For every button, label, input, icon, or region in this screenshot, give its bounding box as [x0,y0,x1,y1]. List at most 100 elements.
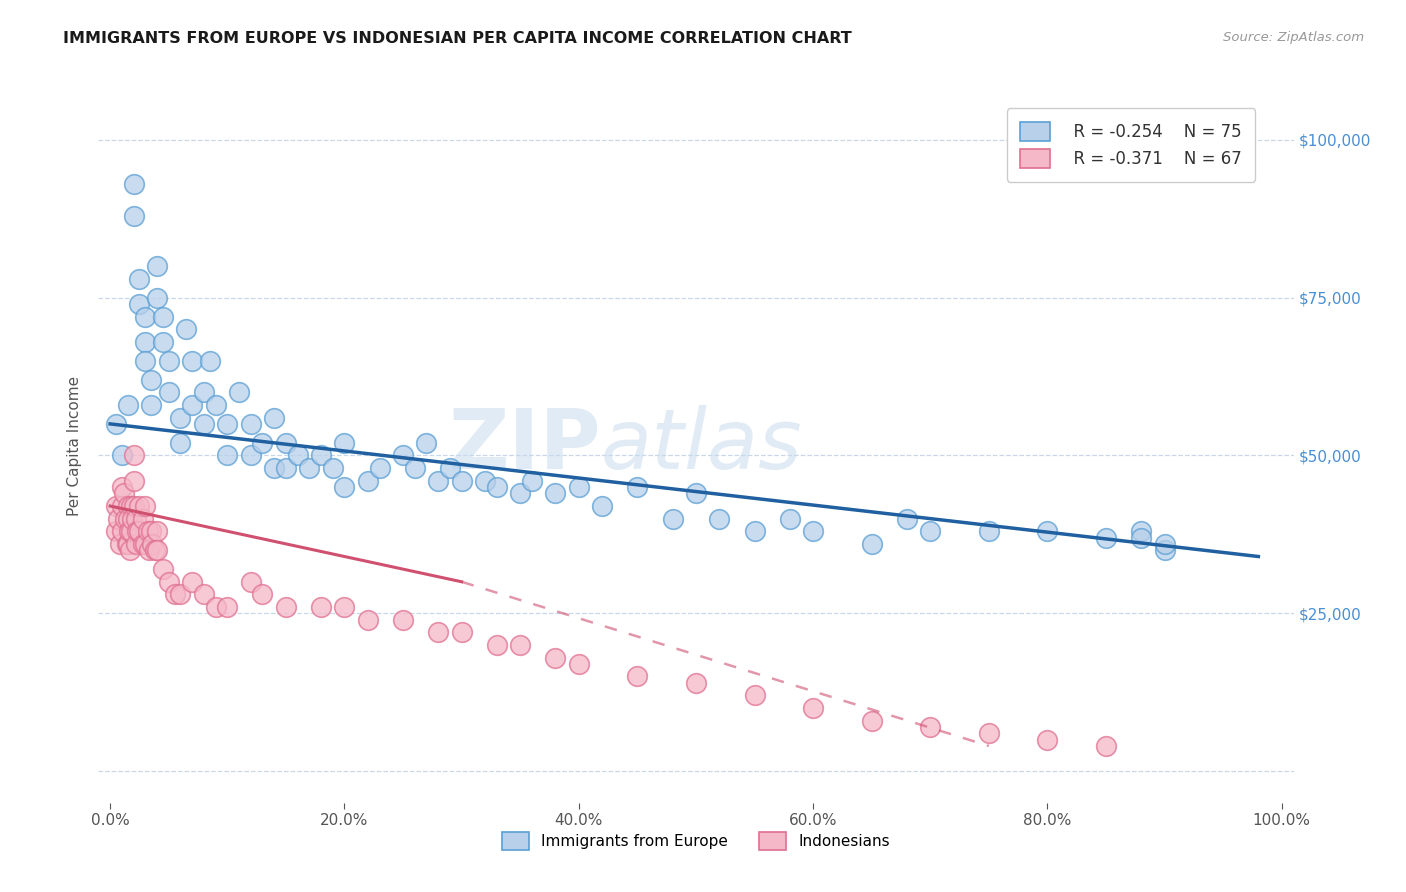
Point [1036,524,1059,539]
Point [920,524,942,539]
Point [141,537,163,551]
Point [169,587,191,601]
Point [146,259,169,273]
Point [368,461,391,475]
Point [120,524,142,539]
Legend: Immigrants from Europe, Indonesians: Immigrants from Europe, Indonesians [495,826,897,855]
Point [427,625,450,640]
Point [450,625,472,640]
Point [274,600,297,615]
Point [544,486,567,500]
Point [274,435,297,450]
Point [169,410,191,425]
Point [217,449,239,463]
Point [136,524,159,539]
Point [111,499,134,513]
Point [181,398,204,412]
Point [157,574,180,589]
Point [120,499,142,513]
Point [105,499,128,513]
Point [146,291,169,305]
Point [357,613,380,627]
Point [1130,531,1153,545]
Point [298,461,321,475]
Point [568,657,591,671]
Y-axis label: Per Capita Income: Per Capita Income [67,376,83,516]
Point [450,474,472,488]
Point [509,486,531,500]
Point [274,461,297,475]
Point [544,650,567,665]
Point [112,486,135,500]
Text: Source: ZipAtlas.com: Source: ZipAtlas.com [1223,31,1364,45]
Point [485,480,508,494]
Point [152,310,174,324]
Point [801,701,824,715]
Point [115,537,138,551]
Point [134,499,156,513]
Point [392,449,415,463]
Point [122,209,145,223]
Point [333,480,356,494]
Point [105,524,128,539]
Point [1153,543,1175,558]
Point [263,410,285,425]
Point [132,537,155,551]
Text: IMMIGRANTS FROM EUROPE VS INDONESIAN PER CAPITA INCOME CORRELATION CHART: IMMIGRANTS FROM EUROPE VS INDONESIAN PER… [63,31,852,46]
Point [134,537,156,551]
Point [146,543,169,558]
Point [977,726,1000,740]
Point [114,511,136,525]
Point [404,461,426,475]
Point [309,600,332,615]
Point [252,587,274,601]
Point [239,574,262,589]
Point [152,334,174,349]
Point [977,524,1000,539]
Point [107,511,129,525]
Point [474,474,496,488]
Point [626,480,648,494]
Point [591,499,613,513]
Point [122,474,145,488]
Point [744,524,766,539]
Point [263,461,285,475]
Point [111,524,134,539]
Point [509,638,531,652]
Point [138,543,160,558]
Point [779,511,801,525]
Point [485,638,508,652]
Point [125,537,148,551]
Point [1153,537,1175,551]
Point [287,449,309,463]
Point [204,398,226,412]
Point [860,714,883,728]
Point [134,310,156,324]
Point [744,689,766,703]
Point [174,322,197,336]
Point [117,537,139,551]
Point [415,435,437,450]
Point [181,574,204,589]
Text: atlas: atlas [600,406,801,486]
Point [333,600,356,615]
Point [152,562,174,576]
Point [111,480,134,494]
Point [143,543,166,558]
Point [709,511,731,525]
Point [128,297,150,311]
Point [128,524,150,539]
Point [120,543,141,558]
Point [117,398,139,412]
Point [1130,524,1153,539]
Point [626,669,648,683]
Point [520,474,543,488]
Point [198,353,221,368]
Point [128,499,150,513]
Point [121,511,143,525]
Point [896,511,918,525]
Point [661,511,683,525]
Point [127,524,149,539]
Point [125,511,148,525]
Point [132,511,155,525]
